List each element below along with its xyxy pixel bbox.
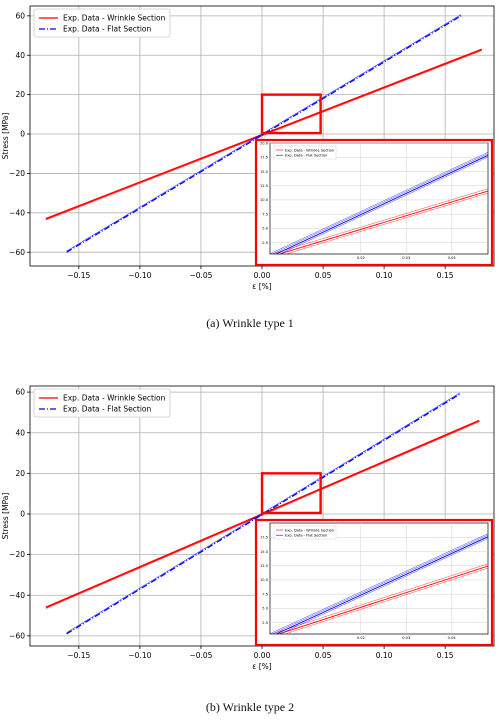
series-line-wrinkle-section-repeat <box>45 421 480 609</box>
caption-b: (b) Wrinkle type 2 <box>205 700 295 714</box>
x-axis-label: ε [%] <box>252 282 271 291</box>
y-tick-label: −20 <box>9 169 25 178</box>
inset-line-wrinkle-section <box>277 565 488 634</box>
zoom-region-box <box>260 93 322 135</box>
inset-y-tick-label: 17.5 <box>260 536 268 540</box>
inset-y-tick-label: 2.5 <box>262 241 268 245</box>
inset-y-tick-label: 5.0 <box>262 607 268 611</box>
y-tick-label: 60 <box>15 388 25 397</box>
y-tick-label: 20 <box>15 90 25 99</box>
x-tick-label: −0.10 <box>128 651 151 660</box>
inset-legend-box <box>273 145 337 160</box>
inset-x-tick-label: 0.03 <box>402 636 410 640</box>
inset-line-flat-section <box>271 153 488 254</box>
inset-x-tick-label: 0.04 <box>448 256 457 260</box>
y-tick-label: −40 <box>9 591 25 600</box>
inset-y-tick-label: 15.0 <box>260 550 269 554</box>
chart-wrinkle-type-1: −0.15 −0.10 −0.05 0.00 0.05 0.10 0.15 −60 −40 −20… <box>1 5 495 291</box>
inset-y-tick-label: 10.0 <box>260 198 269 202</box>
inset-legend-label: Exp. Data - Wrinkle Section <box>285 528 334 532</box>
inset-y-tick-label: 20.0 <box>260 141 269 145</box>
x-tick-label: 0.05 <box>315 271 332 280</box>
inset-y-tick-label: 10.0 <box>260 578 269 582</box>
inset-line-wrinkle-section <box>284 567 488 634</box>
caption-a: (a) Wrinkle type 1 <box>206 316 294 330</box>
x-axis-label: ε [%] <box>252 662 271 671</box>
inset-legend-label: Exp. Data - Wrinkle Section <box>285 148 334 152</box>
x-tick-label: −0.05 <box>189 651 212 660</box>
inset-line-flat-section <box>270 151 488 254</box>
chart-wrinkle-type-2: −0.15 −0.10 −0.05 0.00 0.05 0.10 0.15 −60 −40 −20… <box>1 385 495 671</box>
y-tick-label: 0 <box>20 510 25 519</box>
y-tick-label: −60 <box>9 631 25 640</box>
inset-line-wrinkle-section <box>271 188 488 254</box>
inset-line-wrinkle-section <box>285 192 488 254</box>
inset-series-group <box>270 533 488 634</box>
inset-x-tick-label: 0.04 <box>448 636 457 640</box>
inset-legend-label: Exp. Data - Flat Section <box>285 154 327 158</box>
x-tick-label: 0.15 <box>437 651 454 660</box>
x-tick-label: −0.15 <box>67 271 90 280</box>
legend-label: Exp. Data - Wrinkle Section <box>63 394 166 403</box>
inset-line-flat-section <box>271 534 488 634</box>
legend-label: Exp. Data - Flat Section <box>63 25 152 34</box>
y-tick-label: −40 <box>9 208 25 217</box>
x-tick-label: −0.10 <box>128 271 151 280</box>
inset-line-flat-section <box>275 536 488 634</box>
y-tick-label: 40 <box>15 428 25 437</box>
inset-x-tick-label: 0.02 <box>357 256 365 260</box>
y-tick-label: 40 <box>15 51 25 60</box>
x-tick-label: 0.05 <box>315 651 332 660</box>
inset-y-tick-label: 2.5 <box>262 621 268 625</box>
zoom-region-box <box>260 472 322 515</box>
inset-legend-box <box>273 525 337 540</box>
x-tick-label: 0.00 <box>254 271 271 280</box>
y-axis-label: Stress [MPa] <box>1 113 10 160</box>
x-tick-label: 0.15 <box>437 271 454 280</box>
inset-line-wrinkle-section <box>277 190 488 254</box>
inset-line-flat-section <box>279 538 488 634</box>
figure-a: −0.15 −0.10 −0.05 0.00 0.05 0.10 0.15 −60 −40 −20… <box>0 0 500 300</box>
figure-b: −0.15 −0.10 −0.05 0.00 0.05 0.10 0.15 −60 −40 −20… <box>0 380 500 680</box>
y-tick-label: −20 <box>9 550 25 559</box>
y-tick-label: 0 <box>20 130 25 139</box>
y-tick-label: 60 <box>15 11 25 20</box>
x-tick-label: −0.15 <box>67 651 90 660</box>
inset-x-tick-label: 0.03 <box>402 256 410 260</box>
series-line-wrinkle-section-repeat <box>45 50 482 221</box>
inset-legend-label: Exp. Data - Flat Section <box>285 534 327 538</box>
inset-series-group <box>270 151 488 254</box>
inset-x-tick-label: 0.02 <box>357 636 365 640</box>
legend-label: Exp. Data - Wrinkle Section <box>63 14 166 23</box>
inset-line-flat-section <box>275 154 488 254</box>
legend-box <box>33 8 171 38</box>
y-tick-label: 20 <box>15 469 25 478</box>
legend-label: Exp. Data - Flat Section <box>63 405 152 414</box>
inset-y-tick-label: 7.5 <box>262 592 268 596</box>
inset-y-tick-label: 5.0 <box>262 227 268 231</box>
inset-line-wrinkle-section <box>270 563 488 634</box>
x-tick-label: 0.10 <box>376 651 393 660</box>
inset-y-tick-label: 17.5 <box>260 156 268 160</box>
legend-box <box>33 388 171 418</box>
y-tick-label: −60 <box>9 248 25 257</box>
x-tick-label: −0.05 <box>189 271 212 280</box>
y-axis-label: Stress [MPa] <box>1 493 10 540</box>
x-tick-label: 0.00 <box>254 651 271 660</box>
inset-line-flat-section <box>270 533 488 634</box>
inset-line-flat-section <box>279 156 488 254</box>
x-tick-label: 0.10 <box>376 271 393 280</box>
inset-y-tick-label: 7.5 <box>262 212 268 216</box>
inset-y-tick-label: 12.5 <box>260 184 268 188</box>
inset-y-tick-label: 15.0 <box>260 170 269 174</box>
inset-y-tick-label: 12.5 <box>260 564 268 568</box>
